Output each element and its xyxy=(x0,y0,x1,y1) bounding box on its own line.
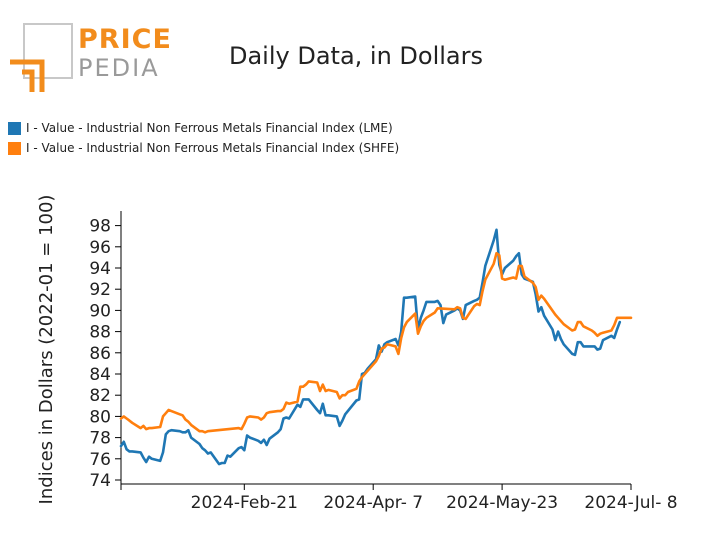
y-tick-label-80: 80 xyxy=(89,407,111,427)
y-axis-label: Indices in Dollars (2022-01 = 100) xyxy=(36,195,57,505)
legend-item-shfe: I - Value - Industrial Non Ferrous Metal… xyxy=(8,138,399,158)
series-line-lme xyxy=(119,228,622,466)
series-line-shfe xyxy=(119,251,633,434)
y-tick-label-88: 88 xyxy=(89,323,111,343)
legend-label-shfe: I - Value - Industrial Non Ferrous Metal… xyxy=(26,141,400,155)
logo-mark-icon xyxy=(10,23,73,92)
x-tick-label-1: 2024-Apr- 7 xyxy=(323,493,423,513)
y-tick-label-76: 76 xyxy=(89,450,111,470)
logo-word-pedia: PEDIA xyxy=(78,54,160,82)
y-tick-label-86: 86 xyxy=(89,344,111,364)
x-tick-label-2: 2024-May-23 xyxy=(446,493,558,513)
page-title: Daily Data, in Dollars xyxy=(228,42,483,70)
y-tick-label-82: 82 xyxy=(89,386,111,406)
y-tick-label-92: 92 xyxy=(89,280,111,300)
x-tick-label-3: 2024-Jul- 8 xyxy=(584,493,677,513)
y-tick-label-96: 96 xyxy=(89,238,111,258)
legend-swatch-shfe xyxy=(8,141,21,155)
y-tick-label-98: 98 xyxy=(89,217,111,237)
legend-swatch-lme xyxy=(8,121,21,135)
y-tick-label-74: 74 xyxy=(89,471,111,491)
y-tick-label-78: 78 xyxy=(89,429,111,449)
logo-word-price: PRICE xyxy=(78,24,172,55)
y-tick-label-94: 94 xyxy=(89,259,111,279)
y-tick-label-90: 90 xyxy=(89,301,111,321)
x-tick-label-0: 2024-Feb-21 xyxy=(191,493,298,513)
pricepedia-logo: PRICE PEDIA xyxy=(8,22,171,94)
legend-label-lme: I - Value - Industrial Non Ferrous Metal… xyxy=(26,121,393,135)
y-tick-label-84: 84 xyxy=(89,365,111,385)
legend-item-lme: I - Value - Industrial Non Ferrous Metal… xyxy=(8,118,399,138)
chart-legend: I - Value - Industrial Non Ferrous Metal… xyxy=(8,118,399,158)
